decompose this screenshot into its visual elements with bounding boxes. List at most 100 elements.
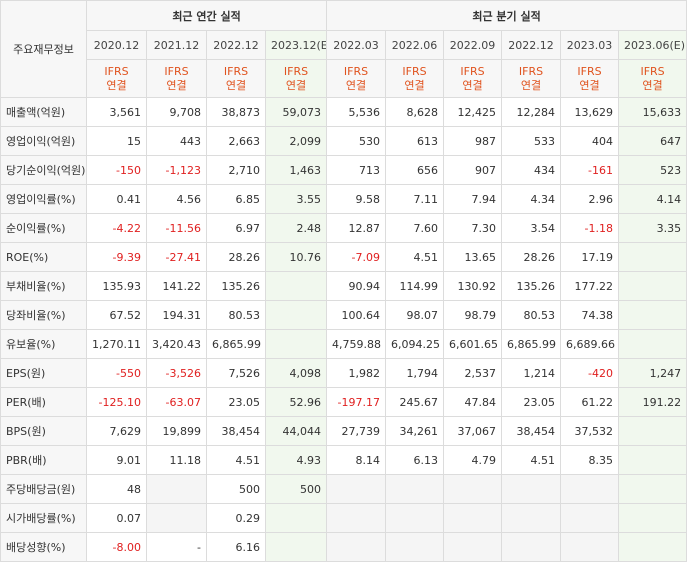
table-cell: 9.58: [326, 184, 387, 214]
table-cell: 7.94: [443, 184, 503, 214]
standard-ifrs: IFRS: [104, 64, 129, 78]
table-cell: -4.22: [86, 213, 147, 243]
table-body: 매출액(억원) 3,561 9,708 38,873 59,073 5,536 8,628 1…: [0, 97, 688, 562]
standard-ifrs: IFRS: [343, 64, 369, 78]
table-cell: [146, 474, 207, 504]
row-label: 시가배당률(%): [0, 503, 87, 533]
table-cell: 0.29: [206, 503, 266, 533]
table-cell: 80.53: [501, 300, 562, 330]
table-cell: 13.65: [443, 242, 503, 272]
table-cell: 98.07: [385, 300, 445, 330]
table-cell: [618, 503, 688, 533]
period-header: 2022.12: [501, 30, 562, 60]
table-cell: 38,873: [206, 97, 266, 127]
table-cell: 15,633: [618, 97, 688, 127]
table-cell: 1,463: [264, 155, 328, 185]
table-cell: -: [146, 532, 207, 562]
period-header: 2022.06: [385, 30, 445, 60]
table-cell: 38,454: [206, 416, 266, 446]
table-row: 당좌비율(%) 67.52 194.31 80.53 100.64 98.07 98.79 8…: [0, 300, 688, 330]
standard-ifrs: IFRS: [577, 64, 602, 78]
standard-consolidated: 연결: [166, 78, 187, 92]
table-cell: 4.51: [385, 242, 445, 272]
table-cell: [618, 242, 688, 272]
table-cell: 3.35: [618, 213, 688, 243]
table-cell: 135.26: [206, 271, 266, 301]
table-row: ROE(%) -9.39 -27.41 28.26 10.76 -7.09 4.51 13.6…: [0, 242, 688, 272]
row-label: ROE(%): [0, 242, 87, 272]
group-quarter: 최근 분기 실적: [326, 0, 688, 31]
table-cell: 34,261: [385, 416, 445, 446]
standard-header: IFRS 연결: [443, 59, 503, 98]
table-cell: 613: [385, 126, 445, 156]
table-cell: 6,601.65: [443, 329, 503, 359]
table-cell: -63.07: [146, 387, 207, 417]
table-cell: 713: [326, 155, 387, 185]
table-cell: [264, 300, 328, 330]
table-cell: 7,526: [206, 358, 266, 388]
row-label: 배당성향(%): [0, 532, 87, 562]
standard-header: IFRS 연결: [385, 59, 445, 98]
table-cell: 80.53: [206, 300, 266, 330]
table-cell: 12,425: [443, 97, 503, 127]
table-cell: 23.05: [206, 387, 266, 417]
table-cell: 6,865.99: [206, 329, 266, 359]
row-label: 주당배당금(원): [0, 474, 87, 504]
table-cell: -197.17: [326, 387, 387, 417]
table-cell: 6,094.25: [385, 329, 445, 359]
table-row: PER(배) -125.10 -63.07 23.05 52.96 -197.17 245.…: [0, 387, 688, 417]
table-cell: 135.26: [501, 271, 562, 301]
table-cell: 37,067: [443, 416, 503, 446]
table-cell: 533: [501, 126, 562, 156]
table-cell: 1,794: [385, 358, 445, 388]
table-row: EPS(원) -550 -3,526 7,526 4,098 1,982 1,794 2,53…: [0, 358, 688, 388]
table-header: 주요재무정보 최근 연간 실적 최근 분기 실적 2020.12 2021.12 2…: [0, 0, 688, 98]
table-cell: [501, 474, 562, 504]
table-cell: [443, 503, 503, 533]
table-cell: [618, 474, 688, 504]
table-cell: 2.96: [560, 184, 620, 214]
table-cell: 9.01: [86, 445, 147, 475]
table-cell: 4.79: [443, 445, 503, 475]
table-cell: 1,247: [618, 358, 688, 388]
table-cell: 98.79: [443, 300, 503, 330]
table-cell: 2,710: [206, 155, 266, 185]
table-cell: 7.11: [385, 184, 445, 214]
table-cell: 523: [618, 155, 688, 185]
table-cell: [560, 474, 620, 504]
table-cell: 52.96: [264, 387, 328, 417]
table-cell: 141.22: [146, 271, 207, 301]
table-cell: 28.26: [206, 242, 266, 272]
table-cell: 67.52: [86, 300, 147, 330]
table-cell: [618, 300, 688, 330]
table-cell: 907: [443, 155, 503, 185]
table-cell: 434: [501, 155, 562, 185]
standard-consolidated: 연결: [285, 78, 307, 92]
table-cell: 1,214: [501, 358, 562, 388]
standard-consolidated: 연결: [642, 78, 663, 92]
table-row: 영업이익률(%) 0.41 4.56 6.85 3.55 9.58 7.11 7.94 4.34…: [0, 184, 688, 214]
table-cell: -420: [560, 358, 620, 388]
table-cell: 0.07: [86, 503, 147, 533]
table-cell: 4.14: [618, 184, 688, 214]
table-cell: 987: [443, 126, 503, 156]
standard-consolidated: 연결: [225, 78, 247, 92]
table-cell: 48: [86, 474, 147, 504]
table-cell: 1,982: [326, 358, 387, 388]
table-cell: 4,759.88: [326, 329, 387, 359]
table-cell: 443: [146, 126, 207, 156]
table-cell: [618, 445, 688, 475]
table-cell: 12.87: [326, 213, 387, 243]
table-cell: [385, 503, 445, 533]
table-cell: 4.51: [501, 445, 562, 475]
table-cell: [618, 329, 688, 359]
table-cell: 59,073: [264, 97, 328, 127]
standard-consolidated: 연결: [520, 78, 542, 92]
table-cell: 4.34: [501, 184, 562, 214]
table-row: PBR(배) 9.01 11.18 4.51 4.93 8.14 6.13 4.79 4.51 8…: [0, 445, 688, 475]
table-cell: 23.05: [501, 387, 562, 417]
table-row: 매출액(억원) 3,561 9,708 38,873 59,073 5,536 8,628 1…: [0, 97, 688, 127]
table-cell: 177.22: [560, 271, 620, 301]
table-cell: 8.14: [326, 445, 387, 475]
